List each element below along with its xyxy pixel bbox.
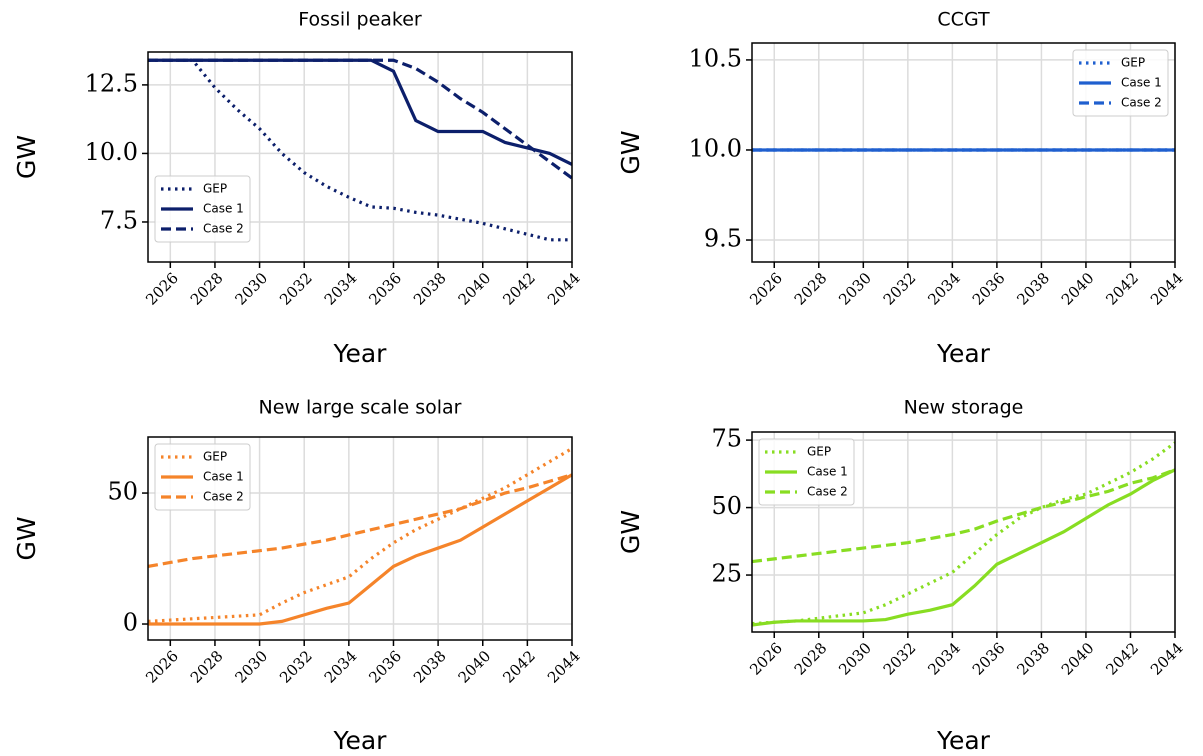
x-tick-label: 2036 — [969, 639, 1009, 679]
x-tick-label: 2044 — [544, 647, 584, 687]
x-tick-label: 2044 — [1147, 639, 1187, 679]
x-tick-label: 2028 — [791, 269, 831, 309]
y-tick-label: 9.5 — [704, 225, 742, 253]
x-tick-label: 2034 — [924, 639, 964, 679]
y-tick-label: 75 — [711, 425, 742, 453]
y-tick-label: 50 — [711, 492, 742, 520]
series-line — [148, 58, 572, 166]
legend-box — [154, 175, 251, 243]
y-tick-label: 25 — [711, 560, 742, 588]
x-tick-label: 2030 — [232, 269, 272, 309]
legend-label: Case 1 — [203, 470, 244, 484]
x-tick-label: 2032 — [880, 269, 920, 309]
legend-label: GEP — [203, 182, 227, 196]
series-line — [752, 468, 1175, 627]
x-tick-label: 2034 — [924, 269, 964, 309]
x-tick-label: 2042 — [499, 647, 539, 687]
x-tick-label: 2044 — [1147, 269, 1187, 309]
x-tick-label: 2032 — [276, 269, 316, 309]
series-line — [752, 468, 1175, 564]
axes-frame — [751, 431, 1176, 633]
legend-label: Case 1 — [807, 465, 848, 479]
x-tick-label: 2040 — [1058, 639, 1098, 679]
x-tick-label: 2026 — [142, 269, 182, 309]
y-tick-label: 0 — [123, 609, 138, 637]
x-tick-label: 2036 — [365, 647, 405, 687]
x-tick-label: 2036 — [365, 269, 405, 309]
legend-label: GEP — [1121, 56, 1145, 70]
y-tick-label: 50 — [107, 478, 138, 506]
subplot-title: New large scale solar — [259, 397, 462, 419]
legend-label: Case 2 — [1121, 96, 1162, 110]
x-tick-label: 2028 — [791, 639, 831, 679]
axes-frame — [147, 51, 573, 263]
y-tick-label: 10.0 — [85, 138, 138, 166]
x-tick-label: 2040 — [455, 269, 495, 309]
y-tick-label: 7.5 — [100, 206, 138, 234]
series-line — [148, 58, 572, 242]
x-tick-label: 2030 — [835, 639, 875, 679]
subplot-title: CCGT — [937, 9, 990, 31]
y-tick-label: 12.5 — [85, 69, 138, 97]
x-axis-label: Year — [333, 726, 388, 755]
legend-label: GEP — [807, 445, 831, 459]
subplot-title: Fossil peaker — [298, 9, 422, 31]
x-tick-label: 2042 — [499, 269, 539, 309]
x-tick-label: 2038 — [410, 269, 450, 309]
y-tick-label: 10.0 — [689, 134, 742, 162]
x-tick-label: 2042 — [1102, 269, 1142, 309]
x-tick-label: 2042 — [1102, 639, 1142, 679]
series-line — [148, 58, 572, 180]
y-axis-label: GW — [12, 135, 41, 179]
x-tick-label: 2034 — [321, 647, 361, 687]
legend-label: Case 1 — [1121, 76, 1162, 90]
legend-box — [1072, 49, 1169, 117]
x-axis-label: Year — [936, 726, 991, 755]
x-tick-label: 2028 — [187, 647, 227, 687]
x-tick-label: 2026 — [142, 647, 182, 687]
legend-label: Case 2 — [807, 485, 848, 499]
y-axis-label: GW — [616, 130, 645, 174]
x-tick-label: 2040 — [1058, 269, 1098, 309]
x-tick-label: 2038 — [1013, 269, 1053, 309]
y-tick-label: 10.5 — [689, 44, 742, 72]
y-axis-label: GW — [12, 516, 41, 560]
legend-label: GEP — [203, 450, 227, 464]
series-line — [148, 447, 572, 623]
x-axis-label: Year — [936, 339, 991, 368]
x-tick-label: 2036 — [969, 269, 1009, 309]
x-tick-label: 2030 — [835, 269, 875, 309]
axes-frame — [751, 42, 1176, 263]
legend-box — [154, 443, 251, 511]
series-line — [752, 441, 1175, 626]
x-tick-label: 2030 — [232, 647, 272, 687]
y-axis-label: GW — [616, 510, 645, 554]
x-tick-label: 2040 — [455, 647, 495, 687]
x-tick-label: 2026 — [746, 269, 786, 309]
x-tick-label: 2038 — [410, 647, 450, 687]
x-tick-label: 2034 — [321, 269, 361, 309]
x-axis-label: Year — [333, 339, 388, 368]
axes-frame — [147, 436, 573, 641]
subplot-title: New storage — [904, 397, 1024, 419]
legend-box — [758, 438, 855, 506]
legend-label: Case 2 — [203, 222, 244, 236]
series-line — [148, 473, 572, 568]
legend-label: Case 1 — [203, 202, 244, 216]
series-line — [148, 473, 572, 626]
x-tick-label: 2032 — [880, 639, 920, 679]
x-tick-label: 2032 — [276, 647, 316, 687]
x-tick-label: 2044 — [544, 269, 584, 309]
x-tick-label: 2038 — [1013, 639, 1053, 679]
x-tick-label: 2028 — [187, 269, 227, 309]
x-tick-label: 2026 — [746, 639, 786, 679]
legend-label: Case 2 — [203, 490, 244, 504]
